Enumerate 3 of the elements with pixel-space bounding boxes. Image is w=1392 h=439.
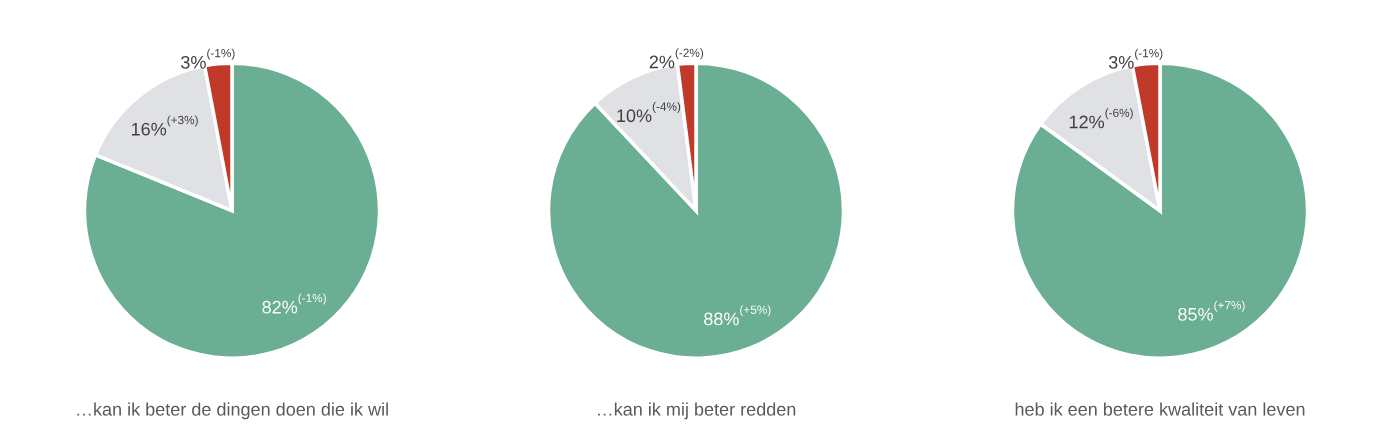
text: …kan ik beter de dingen doen die ik wil [77,402,388,420]
text: …kan ik mij beter redden [598,402,796,420]
text: heb ik een betere kwaliteit van leven [1015,402,1305,416]
